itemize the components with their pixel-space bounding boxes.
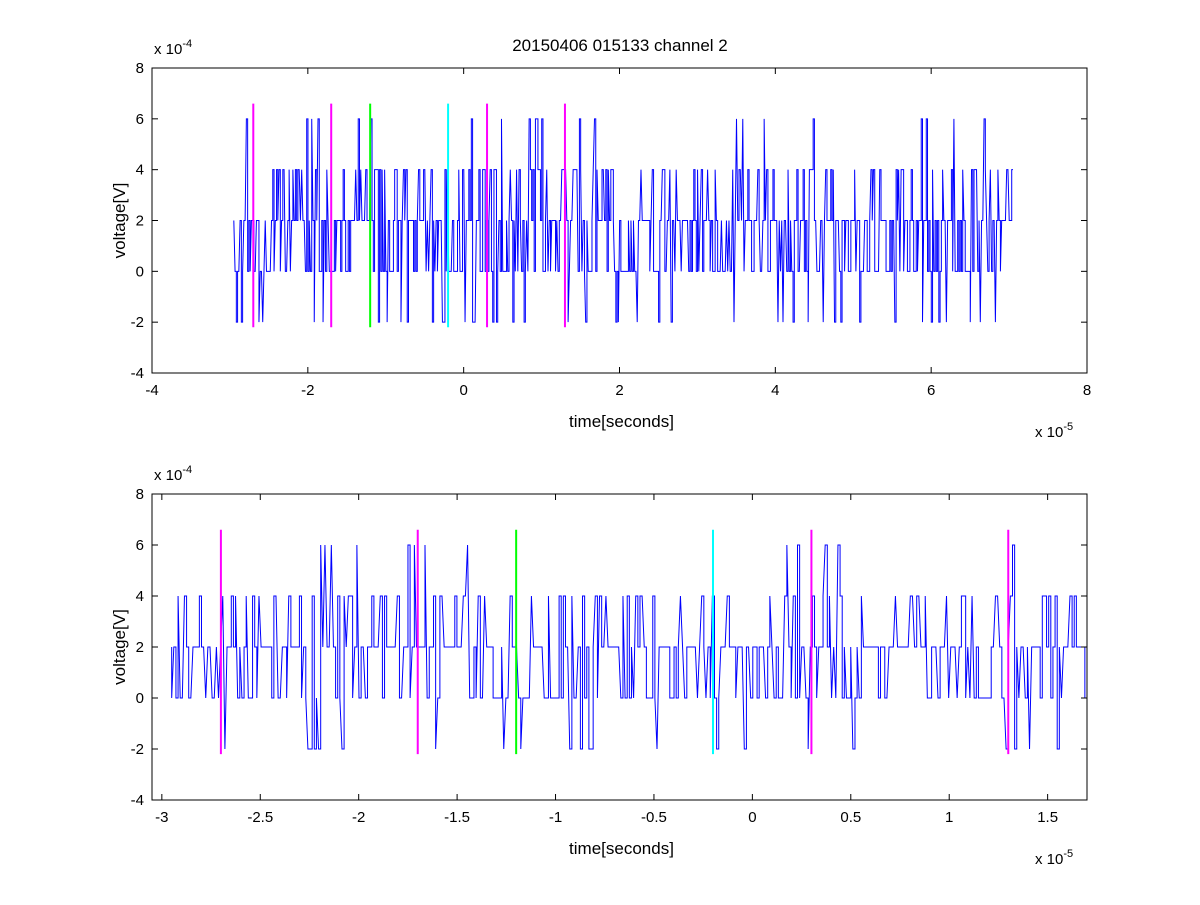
y-tick-label: 0 [136,263,144,280]
y-axis-label: voltage[V] [110,183,129,259]
x-axis-label: time[seconds] [569,839,674,858]
signal-line [171,544,1087,750]
y-tick-label: -4 [131,365,144,382]
y-tick-label: -4 [131,792,144,809]
x-tick-label: -3 [155,809,168,826]
subplot-1: -4 -2 0 2 4 6 8 -4 -2 0 2 4 6 8 time[seconds] voltage[V… [110,38,1091,441]
y-tick-label: 4 [136,162,144,179]
x-tick-label: 0 [459,382,467,399]
chart-title: 20150406 015133 channel 2 [512,36,728,55]
y-tick-label: 8 [136,60,144,77]
x-tick-label: 4 [771,382,779,399]
y-tick-label: -2 [131,314,144,331]
x-tick-label: 6 [927,382,935,399]
y-tick-label: 6 [136,111,144,128]
x-tick-label: -2 [352,809,365,826]
y-tick-label: 2 [136,639,144,656]
x-tick-label: 0.5 [840,809,861,826]
y-exponent-label: x 10-4 [154,464,192,484]
y-tick-label: 2 [136,213,144,230]
y-tick-label: 0 [136,690,144,707]
x-exponent-power: -5 [1063,421,1073,433]
y-exponent-label: x 10-4 [154,38,192,58]
x-tick-label: -2.5 [247,809,273,826]
y-tick-label: 4 [136,588,144,605]
y-axis-label: voltage[V] [110,609,129,685]
x-axis-label: time[seconds] [569,412,674,431]
y-tick-label: -2 [131,741,144,758]
y-exponent-power: -4 [182,38,192,50]
subplot-2: -3 -2.5 -2 -1.5 -1 -0.5 0 0.5 1 1.5 -4 -2 0 2 4 6 8 time[… [110,464,1088,868]
x-tick-label: 1.5 [1037,809,1058,826]
x-tick-label: -1 [549,809,562,826]
x-tick-label: 2 [615,382,623,399]
y-tick-label: 8 [136,486,144,503]
x-tick-label: -1.5 [444,809,470,826]
x-tick-label: -4 [145,382,158,399]
x-exponent-label: x 10-5 [1035,421,1073,441]
x-tick-label: -0.5 [641,809,667,826]
x-tick-label: 8 [1083,382,1091,399]
signal-line [233,118,1013,323]
x-exponent-label: x 10-5 [1035,848,1073,868]
x-tick-label: -2 [301,382,314,399]
x-exponent-power: -5 [1063,848,1073,860]
y-tick-label: 6 [136,537,144,554]
x-tick-label: 1 [945,809,953,826]
y-exponent-power: -4 [182,464,192,476]
x-tick-label: 0 [748,809,756,826]
